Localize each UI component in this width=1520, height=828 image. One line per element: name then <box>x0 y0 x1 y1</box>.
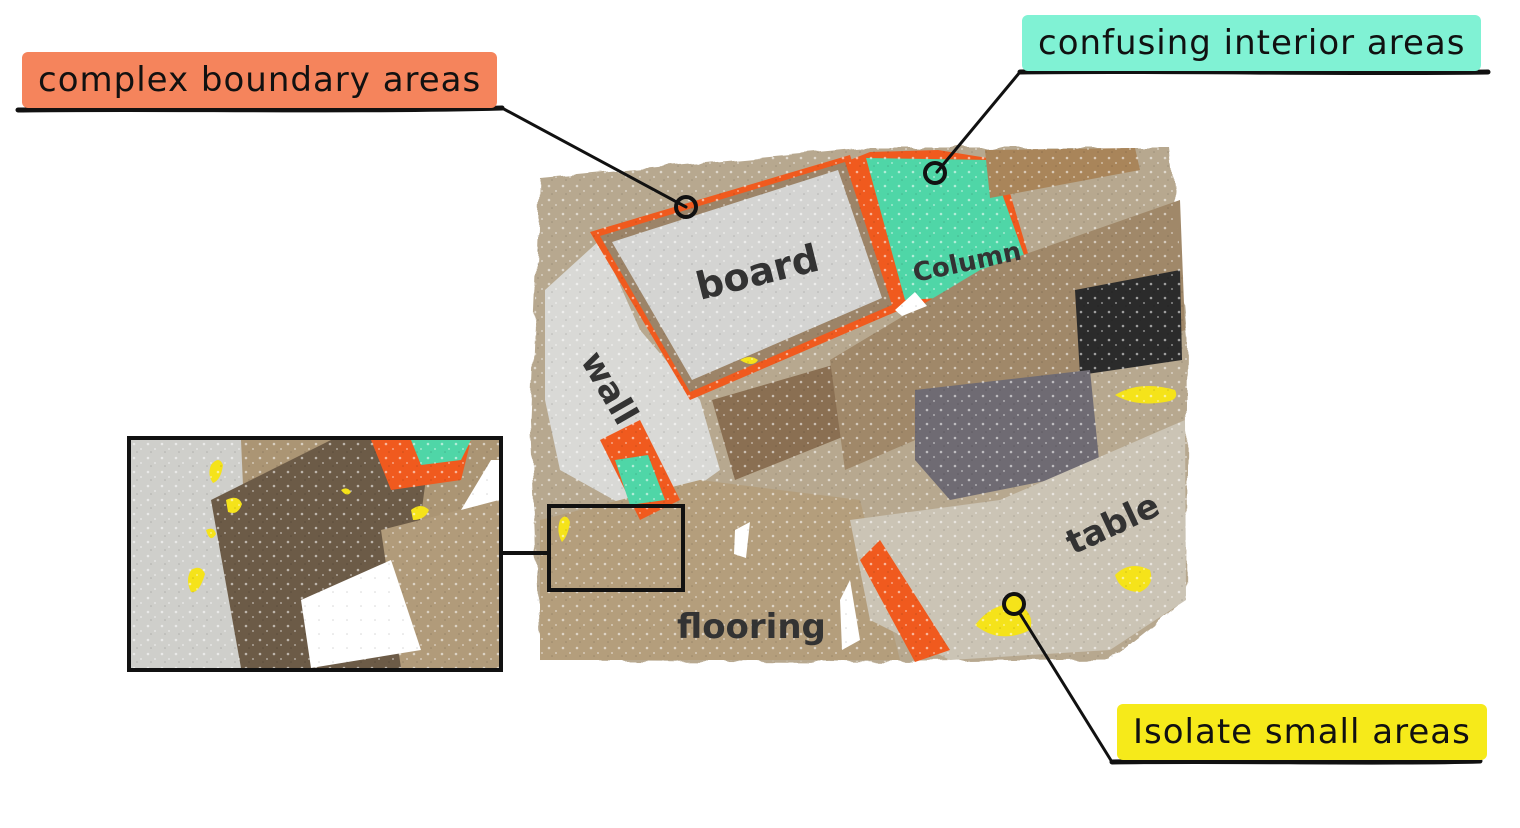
zoom-box <box>547 504 685 592</box>
callout-interior-label: confusing interior areas <box>1022 15 1482 71</box>
callout-boundary-label: complex boundary areas <box>22 52 498 108</box>
boundary-marker-dot <box>674 195 698 219</box>
leader-lines <box>15 68 1491 765</box>
callout-small-label: Isolate small areas <box>1117 704 1487 760</box>
zoom-inset <box>127 436 503 672</box>
point-texture <box>530 148 1188 662</box>
small-marker-dot <box>1002 592 1026 616</box>
zoom-inset-content <box>131 440 499 668</box>
interior-marker-dot <box>923 161 947 185</box>
flooring-label: flooring <box>677 607 826 647</box>
